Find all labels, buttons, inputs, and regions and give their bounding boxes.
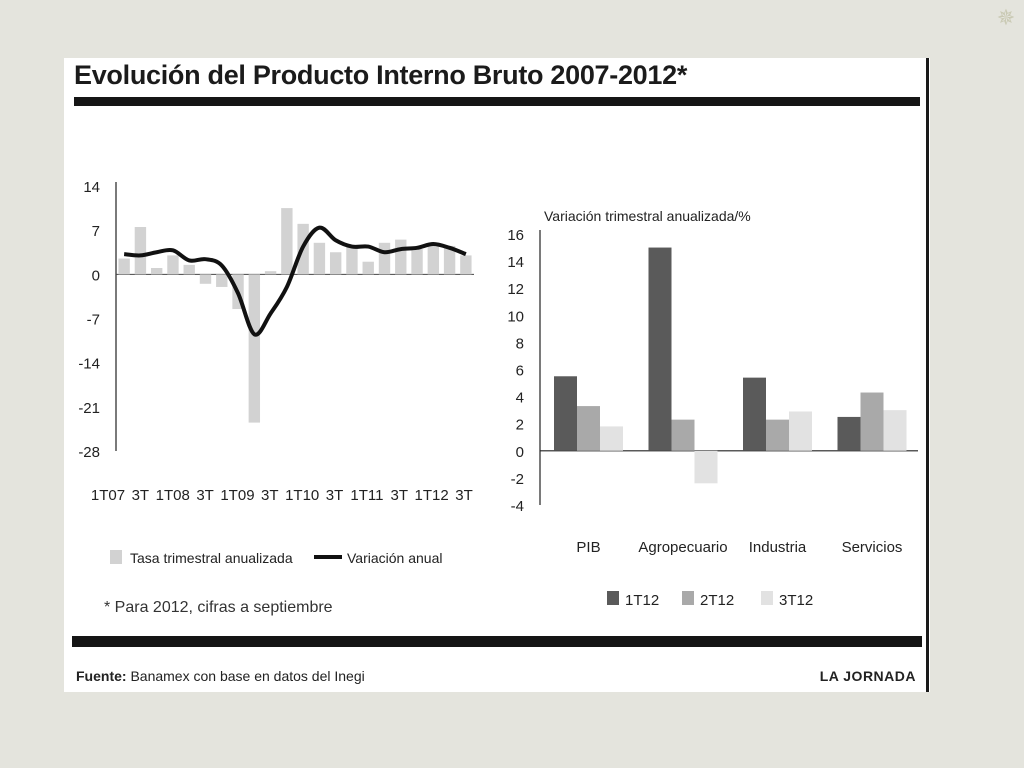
legend-line-label: Variación anual <box>347 550 442 566</box>
bar-2T12-pib <box>577 406 600 451</box>
quarterly-bar <box>199 274 212 284</box>
sheet-border <box>926 58 929 692</box>
bar-1T12-agropecuario <box>648 247 672 451</box>
quarterly-bar <box>183 264 195 275</box>
legend-swatch-2T12 <box>682 591 694 605</box>
bar-1T12-servicios <box>837 416 861 451</box>
bar-3T12-servicios <box>883 410 907 451</box>
category-label: Agropecuario <box>638 539 727 556</box>
footer-rule <box>72 636 922 647</box>
legend-label-1T12: 1T12 <box>625 592 659 609</box>
right-y-tick-label: 0 <box>516 444 524 461</box>
x-tick-label: 1T12 <box>415 487 449 504</box>
bar-2T12-servicios <box>860 392 884 451</box>
bar-1T12-pib <box>554 376 577 451</box>
y-tick-label: 14 <box>83 179 100 196</box>
quarterly-bar <box>427 242 440 275</box>
x-tick-label: 3T <box>196 487 214 504</box>
annual-variation-line <box>123 225 467 337</box>
legend-swatch-1T12 <box>607 591 619 605</box>
quarterly-bar <box>264 271 277 275</box>
chart-title: Evolución del Producto Interno Bruto 200… <box>74 60 688 90</box>
bar-2T12-agropecuario <box>671 419 695 451</box>
right-y-tick-label: 2 <box>516 417 524 434</box>
legend-label-2T12: 2T12 <box>700 592 734 609</box>
bar-3T12-pib <box>600 426 623 451</box>
quarterly-bar <box>281 208 293 275</box>
quarterly-bar <box>150 268 163 275</box>
quarterly-bar <box>216 274 228 287</box>
source-text: Banamex con base en datos del Inegi <box>130 668 365 684</box>
corner-ornament-icon: ✵ <box>996 5 1016 30</box>
y-tick-label: 7 <box>92 223 100 240</box>
x-tick-label: 3T <box>261 487 279 504</box>
right-y-tick-label: -2 <box>511 471 524 488</box>
right-y-tick-label: 8 <box>516 335 524 352</box>
x-tick-label: 3T <box>455 487 473 504</box>
quarterly-bar <box>411 249 423 275</box>
bar-1T12-industria <box>743 377 766 451</box>
infographic-sheet: Evolución del Producto Interno Bruto 200… <box>64 58 930 692</box>
quarterly-bar <box>167 255 179 275</box>
x-tick-label: 1T11 <box>350 487 383 504</box>
category-label: Servicios <box>842 539 903 556</box>
right-y-tick-label: 6 <box>516 363 524 380</box>
x-tick-label: 1T08 <box>156 487 190 504</box>
right-y-tick-label: 4 <box>516 390 524 407</box>
right-chart-title: Variación trimestral anualizada/% <box>544 208 751 224</box>
right-y-tick-label: -4 <box>511 498 524 515</box>
legend-bar-swatch <box>110 550 122 564</box>
quarterly-variation-chart: Variación trimestral anualizada/% 16 14 12 1… <box>507 208 918 609</box>
right-y-tick-label: 12 <box>507 281 524 298</box>
gdp-evolution-chart: 14 7 0 -7 -14 -21 -28 1T07 3T 1T08 3T 1T09 3T 1T10 3T 1… <box>78 179 474 616</box>
y-tick-label: -28 <box>78 444 100 461</box>
source-label: Fuente: <box>76 668 127 684</box>
footnote: * Para 2012, cifras a septiembre <box>104 599 333 616</box>
title-rule <box>74 97 920 106</box>
x-tick-label: 3T <box>132 487 150 504</box>
x-tick-label: 3T <box>326 487 344 504</box>
quarterly-bar <box>313 242 326 275</box>
x-tick-label: 1T10 <box>285 487 319 504</box>
y-tick-label: -21 <box>78 400 100 417</box>
legend-label-3T12: 3T12 <box>779 592 813 609</box>
y-tick-label: -14 <box>78 356 100 373</box>
quarterly-bar <box>118 258 130 275</box>
x-tick-label: 1T07 <box>91 487 125 504</box>
right-y-tick-label: 10 <box>507 308 524 325</box>
right-y-tick-label: 16 <box>507 227 524 244</box>
category-label: Industria <box>749 539 807 556</box>
quarterly-bar <box>378 242 391 275</box>
quarterly-bar <box>248 274 261 423</box>
right-y-tick-label: 14 <box>507 254 524 271</box>
x-tick-label: 1T09 <box>220 487 254 504</box>
bar-3T12-agropecuario <box>694 450 718 484</box>
legend-bar-label: Tasa trimestral anualizada <box>130 550 293 566</box>
quarterly-bar <box>443 245 456 275</box>
quarterly-bar <box>362 261 374 275</box>
bar-2T12-industria <box>766 419 789 451</box>
y-tick-label: 0 <box>92 267 100 284</box>
category-label: PIB <box>576 539 600 556</box>
quarterly-bar <box>346 245 358 275</box>
source-note: Fuente: Banamex con base en datos del In… <box>76 668 365 684</box>
quarterly-bar <box>329 252 342 275</box>
brand-label: LA JORNADA <box>819 668 916 684</box>
legend-swatch-3T12 <box>761 591 773 605</box>
bar-3T12-industria <box>789 411 812 451</box>
quarterly-bar <box>395 239 407 275</box>
x-tick-label: 3T <box>391 487 409 504</box>
y-tick-label: -7 <box>87 312 100 329</box>
quarterly-bar <box>460 255 472 275</box>
quarterly-bar <box>134 227 147 275</box>
